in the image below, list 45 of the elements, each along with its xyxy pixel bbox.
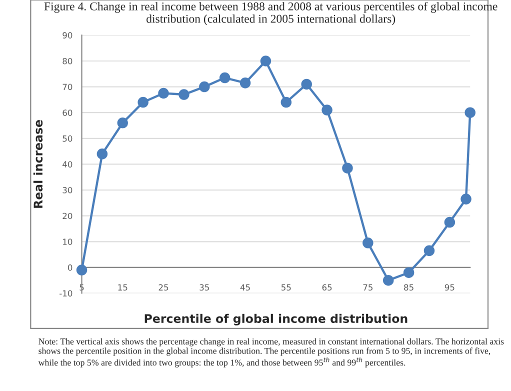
point [219, 72, 230, 84]
point [464, 107, 476, 118]
y-tick-label: 70 [62, 84, 72, 90]
point [424, 245, 435, 256]
point [280, 96, 292, 108]
x-tick-label: 15 [118, 284, 128, 291]
x-tick-label: 25 [158, 284, 168, 291]
text: Note: The vertical axis shows the percentage change in real income, measured in constant international dollars. The horizontal axis shows the percentile position in the global income distribution. The percentile positions run from 5 to 95, in increments of five, while the top 5% are divided into two groups: the top 1%, and those between 95$^{th}$ and 99$^{th}$ percentiles. [38, 338, 504, 368]
y-tick-label: 10 [63, 238, 72, 245]
point [403, 267, 414, 278]
point [158, 88, 169, 99]
y-tick-label: 30 [62, 187, 72, 194]
x-tick-label: 95 [444, 284, 454, 291]
x-tick-label: 55 [282, 284, 291, 291]
y-tick-label: 20 [62, 212, 72, 220]
point [322, 104, 332, 116]
x-tick-label: 65 [322, 284, 332, 291]
point [362, 238, 374, 248]
y-tick-label: 50 [62, 135, 72, 142]
y-tick-label: 80 [62, 58, 72, 64]
point [76, 264, 88, 276]
point [260, 56, 272, 66]
point [138, 96, 148, 108]
x-axis-title: Percentile of global income distribution [144, 314, 408, 326]
x-tick-label: 35 [200, 284, 209, 291]
point [382, 274, 394, 286]
point [240, 78, 251, 88]
x-tick-label: 85 [404, 284, 414, 291]
chart-title: Figure 4. Change in real income between 1988 and 2008 at various percentiles of global income distribution (calculated in 2005 international dollars) [44, 2, 498, 26]
y-tick-label: 90 [62, 32, 72, 38]
point [342, 162, 353, 174]
x-tick-label: 45 [240, 284, 250, 291]
point [117, 118, 128, 128]
y-axis-title: Real increase [33, 120, 43, 208]
point [199, 81, 210, 92]
point [460, 194, 472, 204]
point [178, 89, 190, 100]
point [444, 216, 456, 228]
y-tick-label: 40 [62, 161, 72, 168]
y-tick-label: 0 [68, 264, 72, 271]
point [301, 78, 312, 90]
y-tick-label: 60 [62, 110, 72, 116]
x-tick-label: 75 [363, 284, 372, 291]
point [96, 148, 108, 160]
y-tick-label: -10 [60, 290, 72, 297]
